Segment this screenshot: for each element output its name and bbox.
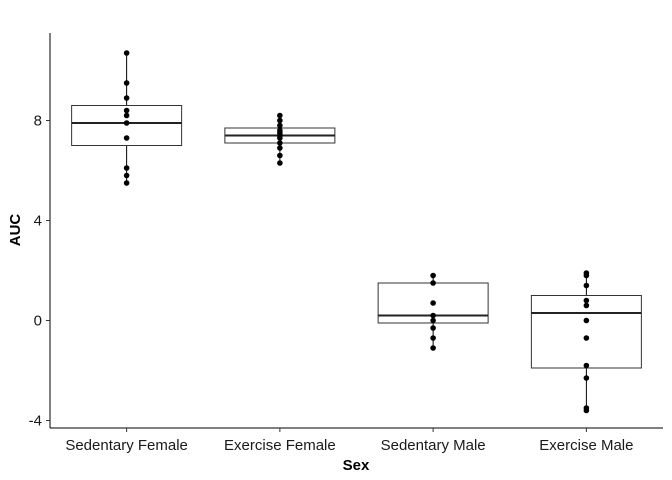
data-point	[277, 152, 283, 159]
y-tick-label: 8	[34, 113, 42, 130]
y-tick-label: 0	[34, 313, 42, 330]
data-point	[123, 80, 130, 86]
data-point	[583, 282, 590, 289]
data-point	[430, 312, 436, 319]
data-point	[430, 345, 436, 351]
data-point	[123, 107, 130, 114]
data-point	[583, 317, 590, 324]
data-point	[583, 302, 590, 309]
data-point	[277, 122, 283, 129]
data-point	[583, 270, 590, 276]
x-tick-label: Sedentary Female	[65, 437, 188, 454]
data-point	[583, 405, 590, 411]
tick-labels: -4 0 4 8 Sedentary Female Exercise Female Sede…	[29, 113, 634, 455]
y-tick-label: 4	[34, 213, 42, 230]
data-point	[430, 272, 436, 279]
data-point	[123, 50, 130, 56]
data-point	[583, 297, 590, 304]
x-tick-label: Sedentary Male	[381, 437, 486, 454]
data-point	[123, 112, 130, 119]
data-point	[277, 127, 283, 134]
data-point	[277, 140, 283, 146]
data-point	[123, 180, 130, 186]
x-tick-label: Exercise Male	[539, 437, 633, 454]
data-point	[430, 335, 436, 341]
data-point	[277, 160, 283, 166]
x-tick-label: Exercise Female	[224, 437, 336, 454]
data-point	[583, 362, 590, 369]
data-point	[277, 117, 283, 124]
box-iqr	[71, 105, 183, 146]
data-point	[123, 95, 130, 101]
boxes	[71, 53, 642, 411]
y-axis-title: AUC	[7, 214, 24, 247]
data-point	[430, 317, 436, 324]
data-point	[430, 325, 436, 331]
data-point	[123, 165, 130, 171]
data-point	[583, 335, 590, 341]
data-point	[123, 135, 130, 141]
data-point	[430, 300, 436, 306]
data-point	[583, 375, 590, 381]
data-point	[430, 280, 436, 286]
x-axis-title: Sex	[343, 457, 370, 474]
data-point	[277, 145, 283, 151]
y-tick-label: -4	[29, 413, 42, 430]
data-point	[277, 112, 283, 119]
data-point	[123, 120, 130, 126]
axes	[46, 33, 663, 432]
data-points	[123, 50, 590, 414]
data-point	[123, 172, 130, 179]
